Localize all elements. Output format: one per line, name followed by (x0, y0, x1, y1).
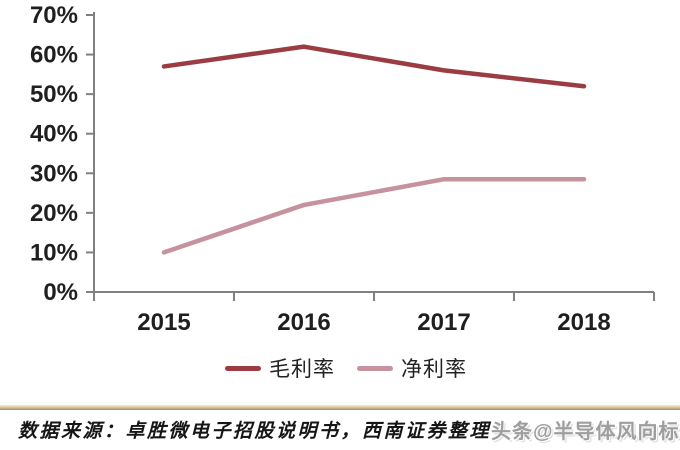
y-tick-label: 70% (30, 2, 78, 29)
x-category-label: 2017 (417, 309, 470, 336)
legend-item-gross-margin: 毛利率 (225, 353, 335, 383)
gross-margin-swatch (225, 365, 261, 371)
y-tick-label: 20% (30, 200, 78, 227)
data-source-text: 数据来源：卓胜微电子招股说明书，西南证券整理 (18, 420, 492, 442)
gross-margin-line (161, 44, 587, 89)
y-tick-label: 40% (30, 121, 78, 148)
gross-margin-legend-label: 毛利率 (269, 358, 335, 381)
net-margin-swatch (357, 365, 393, 371)
y-tick-label: 10% (30, 239, 78, 266)
net-margin-line (161, 176, 587, 255)
y-tick-label: 50% (30, 81, 78, 108)
x-category-label: 2018 (557, 309, 610, 336)
y-tick-label: 30% (30, 160, 78, 187)
legend-item-net-margin: 净利率 (357, 353, 467, 383)
net-margin-legend-label: 净利率 (401, 358, 467, 381)
chart-legend: 毛利率 净利率 (30, 352, 662, 384)
footer: 数据来源：卓胜微电子招股说明书，西南证券整理 头条@半导体风向标 (18, 412, 679, 446)
margin-line-chart: 0% 10% 20% 30% 40% 50% 60% 70% 2015 2016 2017 2018 (30, 2, 655, 336)
x-category-label: 2015 (137, 309, 190, 336)
toutiao-watermark: 头条@半导体风向标 (491, 420, 680, 443)
footer-divider (0, 405, 680, 410)
y-tick-label: 60% (30, 42, 78, 69)
x-category-label: 2016 (277, 309, 330, 336)
y-tick-label: 0% (43, 279, 78, 306)
